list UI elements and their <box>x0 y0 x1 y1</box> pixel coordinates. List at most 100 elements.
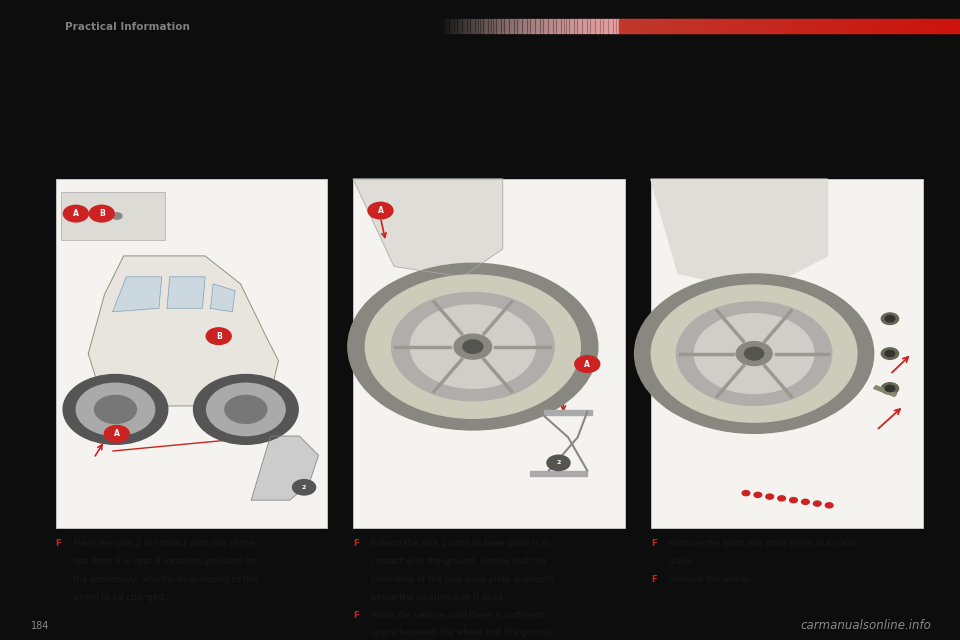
Bar <box>744 19 748 33</box>
Bar <box>557 19 561 33</box>
Bar <box>653 19 657 33</box>
Circle shape <box>651 285 857 422</box>
Bar <box>463 19 467 33</box>
Circle shape <box>293 479 316 495</box>
Text: contact with the ground. Ensure that the: contact with the ground. Ensure that the <box>371 557 546 566</box>
Bar <box>859 19 863 33</box>
Bar <box>682 19 685 33</box>
Bar <box>809 19 813 33</box>
Bar <box>523 19 526 33</box>
Bar <box>637 19 641 33</box>
Bar <box>732 19 735 33</box>
Bar <box>622 19 625 33</box>
Text: Place the jack 2 in contact with one of the: Place the jack 2 in contact with one of … <box>73 539 254 548</box>
Bar <box>601 19 605 33</box>
Bar <box>586 19 588 33</box>
Bar <box>791 19 795 33</box>
Bar <box>765 19 769 33</box>
Bar <box>677 19 680 33</box>
Bar <box>452 19 456 33</box>
Bar <box>950 19 954 33</box>
Bar <box>794 19 798 33</box>
Bar <box>624 19 628 33</box>
Bar <box>903 19 907 33</box>
Circle shape <box>89 205 114 222</box>
Bar <box>706 19 708 33</box>
Bar <box>645 19 649 33</box>
Bar <box>61 192 165 240</box>
Bar <box>468 19 471 33</box>
Bar <box>911 19 915 33</box>
Bar <box>531 19 534 33</box>
Bar <box>530 470 588 476</box>
Bar <box>635 19 638 33</box>
Bar <box>940 19 944 33</box>
Text: Remove the bolts and store them in a clean: Remove the bolts and store them in a cle… <box>668 539 857 548</box>
Bar <box>736 19 740 33</box>
Circle shape <box>745 348 764 360</box>
Bar <box>945 19 948 33</box>
Bar <box>487 19 490 33</box>
Bar <box>917 19 920 33</box>
Polygon shape <box>112 277 161 312</box>
Bar <box>569 19 573 33</box>
Circle shape <box>348 263 598 430</box>
Text: F: F <box>56 539 61 548</box>
Bar <box>888 19 891 33</box>
Bar <box>492 19 495 33</box>
Bar <box>619 19 623 33</box>
Circle shape <box>742 490 750 495</box>
Bar <box>525 19 529 33</box>
Bar <box>768 19 772 33</box>
Circle shape <box>885 316 895 322</box>
Circle shape <box>206 383 285 436</box>
Bar <box>890 19 894 33</box>
Circle shape <box>463 340 483 353</box>
Bar <box>507 19 511 33</box>
Circle shape <box>74 212 84 219</box>
Bar <box>580 19 584 33</box>
Bar <box>533 19 537 33</box>
Circle shape <box>366 275 580 419</box>
Text: the underbody, whichever is closest to the: the underbody, whichever is closest to t… <box>73 575 257 584</box>
Bar <box>828 19 831 33</box>
Bar <box>914 19 918 33</box>
Circle shape <box>885 385 895 392</box>
Bar <box>539 19 542 33</box>
Bar <box>666 19 670 33</box>
Bar <box>846 19 850 33</box>
Bar <box>470 19 474 33</box>
Circle shape <box>881 383 899 394</box>
Bar <box>520 19 524 33</box>
Circle shape <box>392 292 554 401</box>
Bar <box>874 386 897 396</box>
Bar <box>797 19 800 33</box>
Bar <box>937 19 941 33</box>
Bar <box>757 19 761 33</box>
Circle shape <box>194 374 299 444</box>
Bar <box>575 19 579 33</box>
Circle shape <box>813 501 821 506</box>
Circle shape <box>206 328 231 344</box>
Bar <box>684 19 688 33</box>
Text: wheel to be changed.: wheel to be changed. <box>73 593 166 602</box>
Bar <box>590 19 594 33</box>
Text: centreline of the jack base plate is directly: centreline of the jack base plate is dir… <box>371 575 555 584</box>
Text: A: A <box>585 360 590 369</box>
Circle shape <box>766 494 774 499</box>
Bar <box>716 19 719 33</box>
Text: carmanualsonline.info: carmanualsonline.info <box>801 620 931 632</box>
Circle shape <box>635 274 874 433</box>
Bar <box>710 19 714 33</box>
Bar <box>742 19 745 33</box>
Circle shape <box>105 426 130 442</box>
Bar <box>919 19 923 33</box>
Bar <box>826 19 828 33</box>
Bar <box>660 19 664 33</box>
Text: F: F <box>651 575 657 584</box>
Bar <box>900 19 904 33</box>
Circle shape <box>547 455 570 470</box>
Bar <box>588 19 591 33</box>
Bar <box>551 19 555 33</box>
Text: Practical Information: Practical Information <box>65 22 190 32</box>
